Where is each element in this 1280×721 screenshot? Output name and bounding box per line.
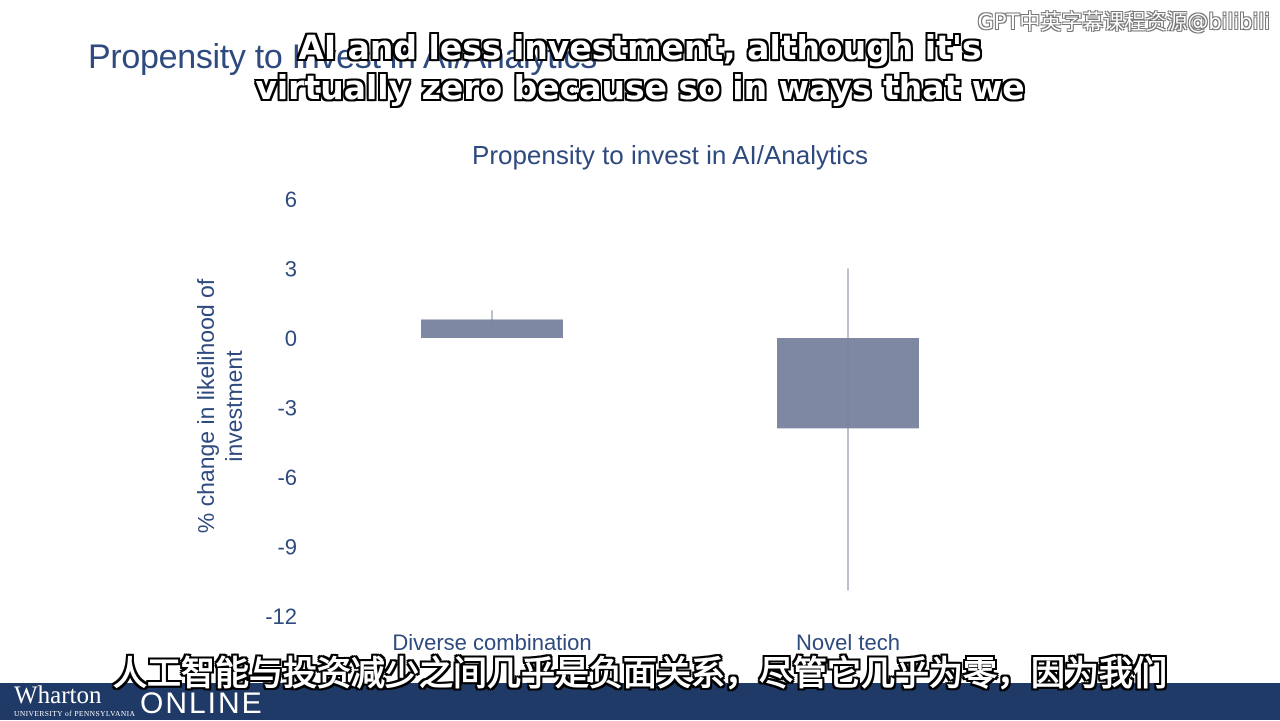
bar bbox=[421, 319, 563, 338]
footer-bar bbox=[0, 683, 1280, 720]
error-bars bbox=[491, 268, 849, 591]
x-tick-label: Diverse combination bbox=[392, 630, 591, 655]
y-tick-label: 3 bbox=[285, 257, 297, 282]
y-axis-label-line2: investment bbox=[221, 350, 247, 462]
y-tick-label: 6 bbox=[285, 187, 297, 212]
x-tick-label: Novel tech bbox=[796, 630, 900, 655]
x-axis-ticks: Diverse combination Novel tech bbox=[392, 630, 900, 655]
online-logo: ONLINE bbox=[140, 687, 264, 720]
y-tick-label: -12 bbox=[265, 604, 297, 629]
y-tick-label: -9 bbox=[277, 535, 297, 560]
wharton-logo-subtitle: UNIVERSITY of PENNSYLVANIA bbox=[14, 709, 136, 718]
y-axis-label: % change in likelihood of investment bbox=[193, 278, 247, 533]
slide-title: Propensity to Invest in AI/Analytics bbox=[88, 38, 597, 76]
y-axis-label-line1: % change in likelihood of bbox=[193, 278, 219, 533]
bars bbox=[421, 319, 919, 429]
subtitle-chinese: 人工智能与投资减少之间几乎是负面关系，尽管它几乎为零，因为我们 bbox=[113, 654, 1167, 694]
y-tick-label: -6 bbox=[277, 465, 297, 490]
subtitle-english-line1: AI and less investment, although it's bbox=[298, 28, 982, 67]
chart-title: Propensity to invest in AI/Analytics bbox=[472, 140, 868, 170]
watermark: GPT中英字幕课程资源@bilibili bbox=[977, 10, 1270, 34]
wharton-logo: Wharton bbox=[14, 682, 102, 709]
subtitle-english-line2: virtually zero because so in ways that w… bbox=[255, 68, 1025, 107]
y-axis-ticks: 6 3 0 -3 -6 -9 -12 bbox=[265, 187, 297, 629]
y-tick-label: 0 bbox=[285, 326, 297, 351]
y-tick-label: -3 bbox=[277, 396, 297, 421]
